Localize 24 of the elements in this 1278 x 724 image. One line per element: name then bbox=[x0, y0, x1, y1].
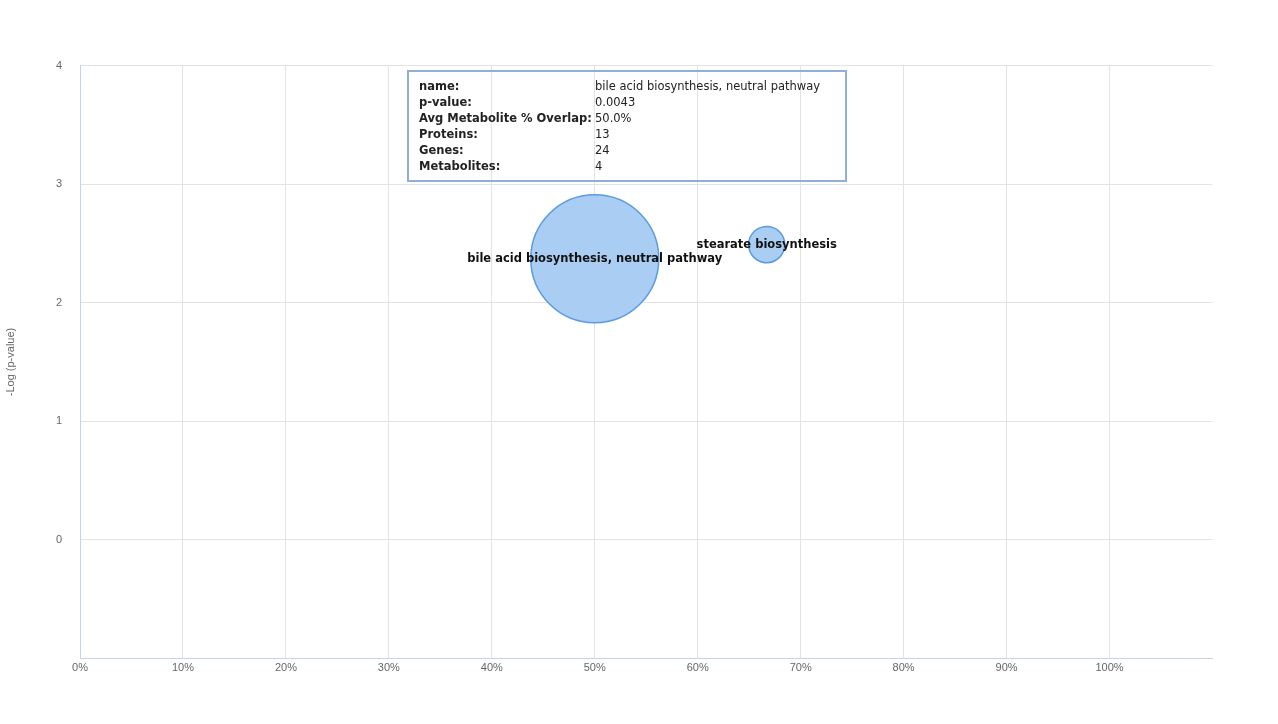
x-tick-label: 50% bbox=[583, 661, 606, 674]
y-tick-label: 3 bbox=[55, 177, 62, 190]
x-tick-label: 30% bbox=[377, 661, 401, 674]
text: p-value: 0.0043 bbox=[419, 95, 636, 109]
text: Genes: 24 bbox=[419, 143, 610, 157]
y-axis-title: -Log (p-value) bbox=[3, 327, 16, 397]
x-tick-label: 10% bbox=[171, 661, 195, 674]
y-tick-label: 0 bbox=[55, 532, 62, 545]
y-tick-label: 2 bbox=[55, 295, 62, 308]
text: Metabolites: 4 bbox=[419, 159, 603, 173]
x-tick-label: 20% bbox=[274, 661, 298, 674]
y-tick-label: 1 bbox=[55, 414, 62, 427]
x-tick-label: 0% bbox=[72, 661, 89, 674]
x-tick-label: 100% bbox=[1095, 661, 1124, 674]
x-tick-label: 80% bbox=[892, 661, 915, 674]
y-tick-label: 4 bbox=[55, 58, 62, 71]
text: Proteins: 13 bbox=[419, 127, 610, 141]
x-tick-label: 40% bbox=[480, 661, 504, 674]
annotation: Avg Metabolite % Overlap: 50.0% bbox=[419, 110, 632, 126]
text: name: bile acid biosynthesis, neutral pathway bbox=[419, 79, 821, 93]
x-tick-label: 90% bbox=[995, 661, 1018, 674]
series-label: bile acid biosynthesis, neutral pathway bbox=[467, 250, 723, 265]
x-tick-label: 70% bbox=[789, 661, 812, 674]
x-tick-label: 60% bbox=[686, 661, 709, 674]
